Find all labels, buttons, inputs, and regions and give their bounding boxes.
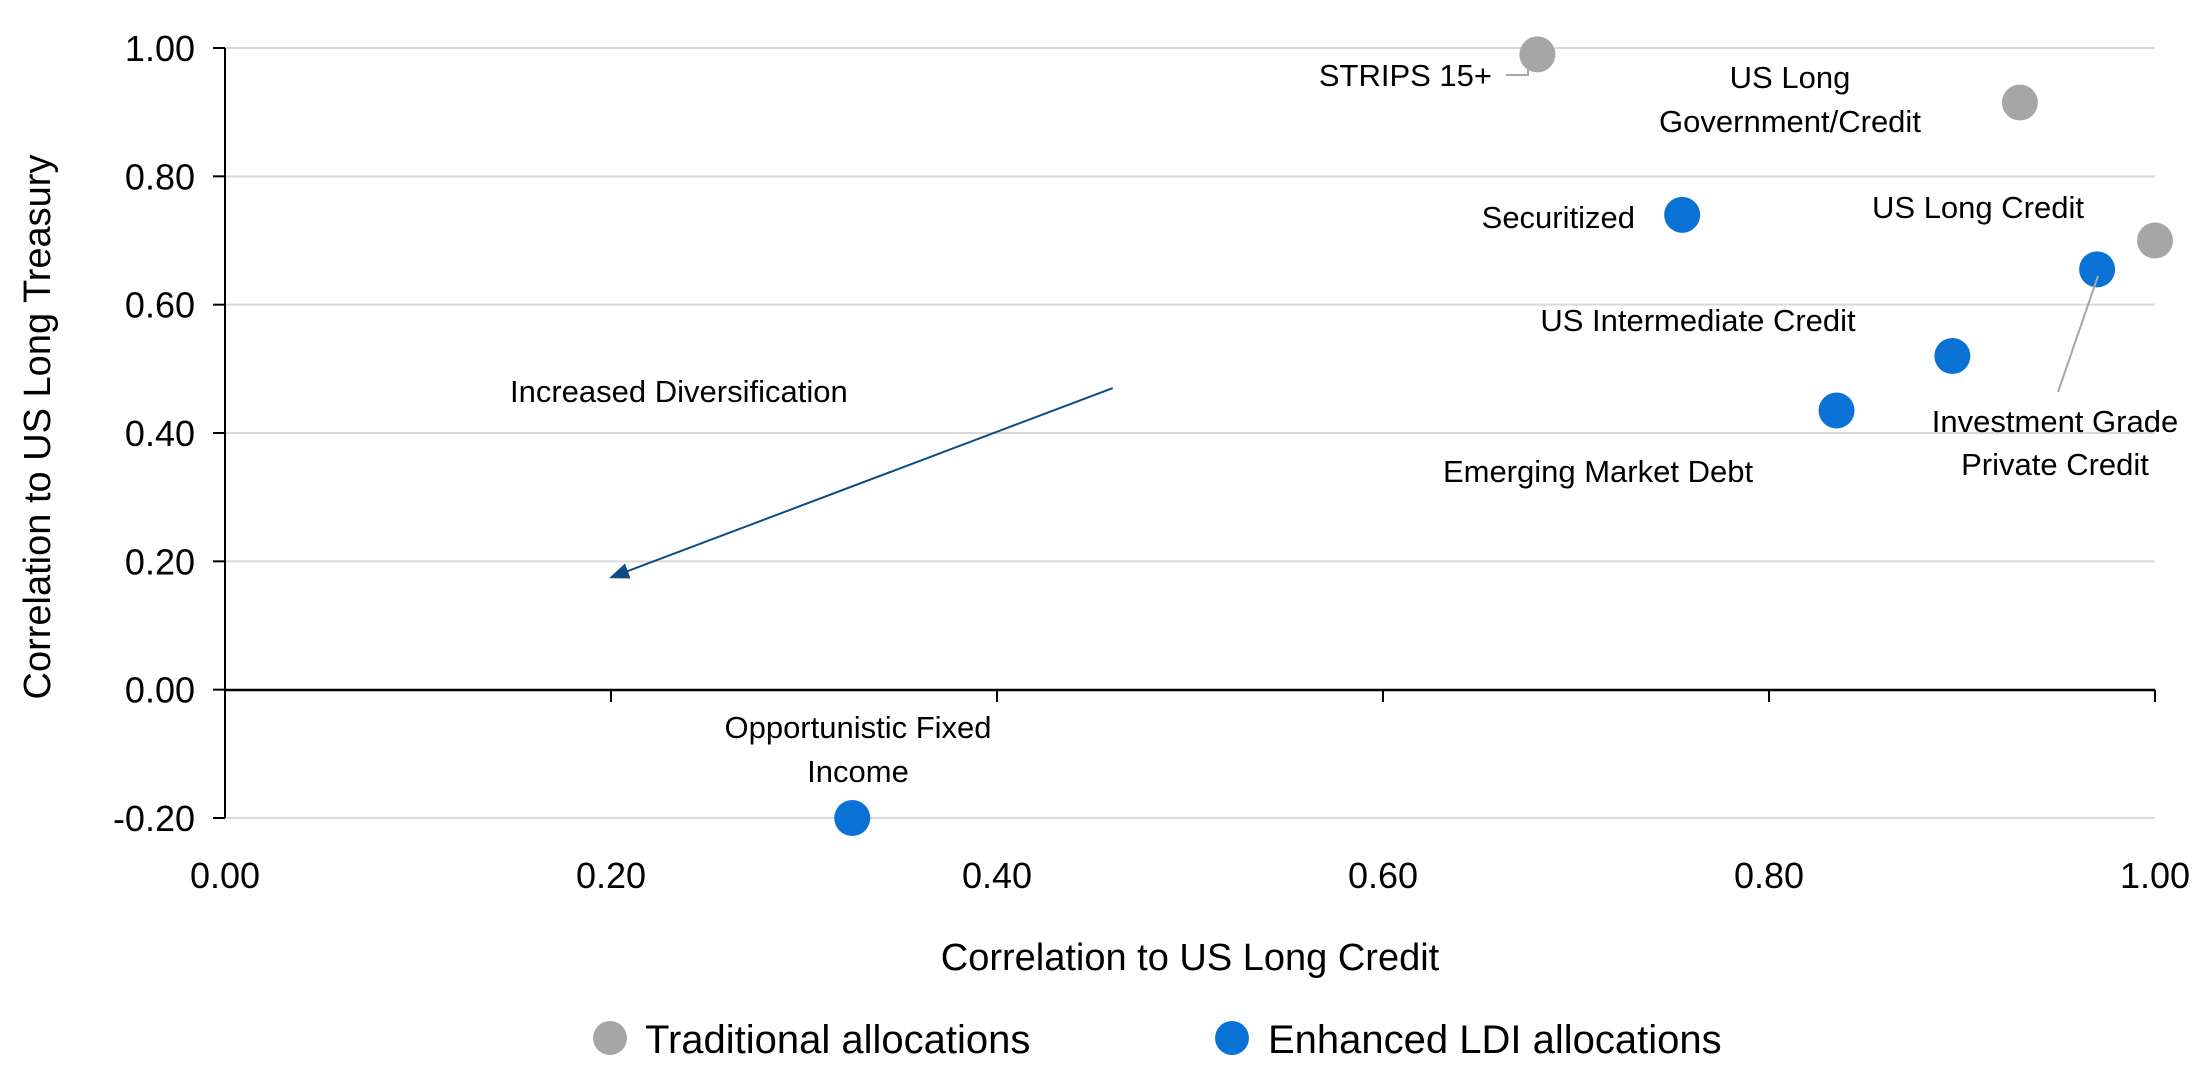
point-label: US Long Government/Credit (1659, 60, 1921, 139)
x-tick-label: 0.80 (1734, 855, 1804, 896)
x-tick-label: 0.60 (1348, 855, 1418, 896)
x-tick-label: 0.00 (190, 855, 260, 896)
data-point (2079, 251, 2116, 288)
diversification-arrow (609, 387, 1114, 579)
y-tick-label: 0.00 (125, 670, 195, 711)
y-tick-label: 1.00 (125, 28, 195, 69)
legend-label: Enhanced LDI allocations (1268, 1018, 1722, 1062)
x-tick-label: 0.20 (576, 855, 646, 896)
legend-marker (1215, 1021, 1249, 1055)
point-label: US Long Credit (1872, 190, 2084, 225)
leader-line (2057, 275, 2099, 393)
y-tick-label: 0.80 (125, 156, 195, 197)
annotation-label: Increased Diversification (510, 374, 848, 409)
data-point (834, 800, 871, 836)
point-label: US Intermediate Credit (1540, 303, 1856, 338)
marks-layer (834, 36, 2173, 836)
legend: Traditional allocations Enhanced LDI allo… (593, 1018, 1722, 1062)
x-tick-label: 0.40 (962, 855, 1032, 896)
data-point (2137, 222, 2173, 259)
axis-layer: -0.20 0.00 0.20 0.40 0.60 0.80 1.00 0.00 0.20 0.4… (17, 28, 2190, 979)
legend-label: Traditional allocations (645, 1018, 1030, 1062)
x-axis-title: Correlation to US Long Credit (941, 937, 1440, 979)
data-point (2001, 84, 2038, 121)
point-label: Investment Grade Private Credit (1932, 404, 2178, 482)
y-tick-label: 0.40 (125, 413, 195, 454)
y-tick-label: 0.20 (125, 541, 195, 582)
leader-line (1506, 63, 1529, 76)
point-label: Emerging Market Debt (1443, 454, 1754, 489)
data-point (1934, 338, 1971, 374)
y-tick-label: -0.20 (113, 798, 195, 839)
point-label: Securitized (1482, 200, 1635, 235)
labels-layer: STRIPS 15+ US Long Government/Credit US Lon… (724, 58, 2178, 789)
y-axis-title: Correlation to US Long Treasury (17, 155, 59, 700)
x-tick-label: 1.00 (2120, 855, 2190, 896)
y-tick-label: 0.60 (125, 285, 195, 326)
annotation-layer: Increased Diversification (510, 374, 1114, 579)
data-point (1818, 392, 1855, 429)
grid-layer (225, 47, 2155, 819)
legend-marker (593, 1021, 627, 1055)
point-label: Opportunistic Fixed Income (724, 710, 991, 789)
data-point (1664, 196, 1701, 233)
point-label: STRIPS 15+ (1319, 58, 1492, 93)
data-point (1519, 36, 1556, 73)
